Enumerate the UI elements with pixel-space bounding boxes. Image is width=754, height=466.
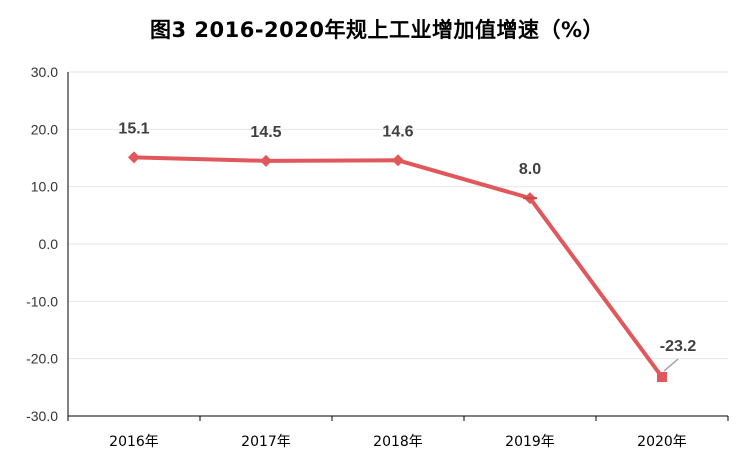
y-tick-label: -20.0 [26,351,58,367]
data-labels: 15.1 14.5 14.6 8.0 -23.2 [118,120,697,372]
x-tick-labels: 2016年 2017年 2018年 2019年 2020年 [109,434,687,450]
series-line [132,155,664,380]
data-point-marker [657,372,667,383]
y-tick-label: -10.0 [26,293,58,309]
data-label: -23.2 [660,338,697,355]
chart-title: 图3 2016-2020年规上工业增加值增速（%） [149,18,605,42]
series-line [132,155,664,380]
data-label: 15.1 [118,120,149,137]
x-tick-label: 2020年 [637,434,687,450]
x-tick-label: 2016年 [109,434,159,450]
data-point-marker [128,151,140,164]
x-tick-label: 2019年 [505,434,555,450]
y-tick-label: 0.0 [39,236,59,252]
data-label: 14.6 [382,123,413,140]
gridlines [68,71,728,360]
y-tick-label: 10.0 [31,179,58,195]
data-label: 14.5 [250,124,281,141]
y-tick-labels: 30.0 20.0 10.0 0.0 -10.0 -20.0 -30.0 [26,64,58,424]
y-tick-label: -30.0 [26,408,58,424]
x-tick-label: 2018年 [373,434,423,450]
data-label: 8.0 [519,161,541,178]
data-label-leader [663,358,679,372]
data-point-marker [392,154,404,167]
y-tick-label: 20.0 [31,121,58,137]
data-point-marker [260,154,272,167]
x-tick-label: 2017年 [241,434,291,450]
y-tick-label: 30.0 [31,64,58,80]
series-markers [128,151,667,383]
axes [67,72,729,421]
